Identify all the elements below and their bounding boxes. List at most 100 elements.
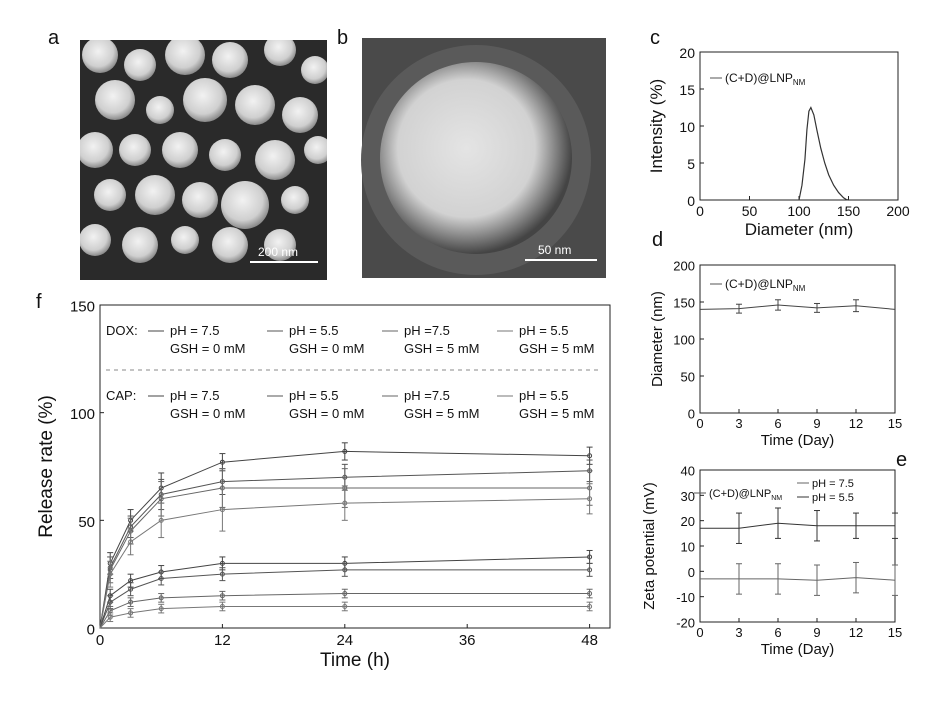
- x-axis-label: Time (Day): [761, 641, 835, 658]
- legend-label: GSH = 5 mM: [519, 341, 595, 356]
- panel-letter-e: e: [896, 449, 907, 471]
- x-axis-label: Time (h): [320, 650, 390, 671]
- panel-letter-c: c: [650, 27, 660, 49]
- legend-label: pH = 7.5: [812, 478, 854, 490]
- x-tick-label: 36: [459, 632, 476, 649]
- y-tick-label: 30: [681, 489, 695, 504]
- series-line: [799, 108, 849, 201]
- x-tick-label: 9: [813, 625, 820, 640]
- x-tick-label: 0: [696, 625, 703, 640]
- nanoparticle: [212, 42, 248, 78]
- scale-label-b: 50 nm: [538, 243, 571, 257]
- nanoparticle: [301, 56, 329, 84]
- y-tick-label: 10: [681, 540, 695, 555]
- x-tick-label: 12: [849, 416, 863, 431]
- legend-label: pH = 5.5: [812, 492, 854, 504]
- y-tick-label: 150: [673, 296, 695, 311]
- x-tick-label: 24: [336, 632, 353, 649]
- y-axis-label: Zeta potential (mV): [641, 482, 658, 610]
- y-tick-label: 50: [78, 514, 95, 531]
- chart-d: 03691215050100150200Time (Day)Diameter (…: [649, 259, 902, 450]
- panel-b: b 50 nm: [337, 27, 606, 278]
- x-tick-label: 100: [787, 203, 811, 219]
- x-axis-label: Time (Day): [761, 432, 835, 449]
- legend-label: GSH = 5 mM: [404, 341, 480, 356]
- nanoparticle: [264, 34, 296, 66]
- legend-label: (C+D)@LNPNM: [725, 277, 806, 293]
- y-tick-label: -20: [676, 616, 695, 631]
- nanoparticle: [122, 227, 158, 263]
- particle-core-b: [380, 62, 572, 254]
- panel-letter-f: f: [36, 291, 42, 313]
- y-tick-label: 5: [687, 156, 695, 172]
- legend-label: GSH = 0 mM: [170, 341, 246, 356]
- nanoparticle: [235, 85, 275, 125]
- x-tick-label: 200: [886, 203, 910, 219]
- nanoparticle: [221, 181, 269, 229]
- legend-label: pH = 5.5: [519, 388, 569, 403]
- legend-label: pH = 7.5: [170, 323, 220, 338]
- panel-a: a 200 nm: [48, 27, 332, 280]
- legend-label: GSH = 5 mM: [404, 406, 480, 421]
- nanoparticle: [162, 132, 198, 168]
- x-tick-label: 3: [735, 625, 742, 640]
- nanoparticle: [304, 136, 332, 164]
- x-tick-label: 3: [735, 416, 742, 431]
- legend-label: pH = 5.5: [289, 388, 339, 403]
- nanoparticle: [79, 224, 111, 256]
- nanoparticle: [77, 132, 113, 168]
- x-tick-label: 0: [696, 416, 703, 431]
- nanoparticle: [119, 134, 151, 166]
- nanoparticle: [94, 179, 126, 211]
- scale-label-a: 200 nm: [258, 245, 298, 259]
- series-line: [700, 523, 895, 528]
- nanoparticle: [212, 227, 248, 263]
- series-line: [700, 305, 895, 309]
- y-tick-label: 0: [688, 407, 695, 422]
- nanoparticle: [135, 175, 175, 215]
- y-tick-label: 100: [673, 333, 695, 348]
- legend-label: pH =7.5: [404, 323, 450, 338]
- nanoparticle: [255, 140, 295, 180]
- nanoparticle: [146, 96, 174, 124]
- x-tick-label: 15: [888, 625, 902, 640]
- nanoparticle: [124, 49, 156, 81]
- y-axis-label: Diameter (nm): [649, 291, 666, 387]
- nanoparticle: [171, 226, 199, 254]
- legend-label: GSH = 0 mM: [170, 406, 246, 421]
- y-tick-label: 0: [688, 565, 695, 580]
- nanoparticle: [282, 97, 318, 133]
- y-tick-label: -10: [676, 590, 695, 605]
- legend-label: (C+D)@LNPNM: [709, 488, 782, 502]
- series-line: [700, 578, 895, 581]
- y-tick-label: 150: [70, 299, 95, 316]
- y-tick-label: 40: [681, 464, 695, 479]
- panel-letter-a: a: [48, 27, 60, 49]
- x-tick-label: 12: [849, 625, 863, 640]
- x-tick-label: 9: [813, 416, 820, 431]
- x-tick-label: 12: [214, 632, 231, 649]
- nanoparticle: [95, 80, 135, 120]
- y-tick-label: 200: [673, 259, 695, 274]
- y-tick-label: 10: [679, 119, 695, 135]
- legend-group-label: DOX:: [106, 323, 138, 338]
- panel-letter-d: d: [652, 229, 663, 251]
- nanoparticle: [183, 78, 227, 122]
- panel-letter-b: b: [337, 27, 348, 49]
- x-tick-label: 48: [581, 632, 598, 649]
- series-line: [100, 570, 590, 628]
- x-tick-label: 6: [774, 416, 781, 431]
- legend-label: GSH = 0 mM: [289, 341, 365, 356]
- y-tick-label: 20: [681, 514, 695, 529]
- y-tick-label: 20: [679, 45, 695, 61]
- legend-label: pH = 7.5: [170, 388, 220, 403]
- x-tick-label: 50: [742, 203, 758, 219]
- legend-label: pH =7.5: [404, 388, 450, 403]
- y-tick-label: 15: [679, 82, 695, 98]
- chart-c: 05010015020005101520Diameter (nm)Intensi…: [647, 45, 910, 239]
- x-axis-label: Diameter (nm): [745, 220, 854, 239]
- legend-label: (C+D)@LNPNM: [725, 71, 806, 87]
- legend-label: pH = 5.5: [289, 323, 339, 338]
- nanoparticle: [281, 186, 309, 214]
